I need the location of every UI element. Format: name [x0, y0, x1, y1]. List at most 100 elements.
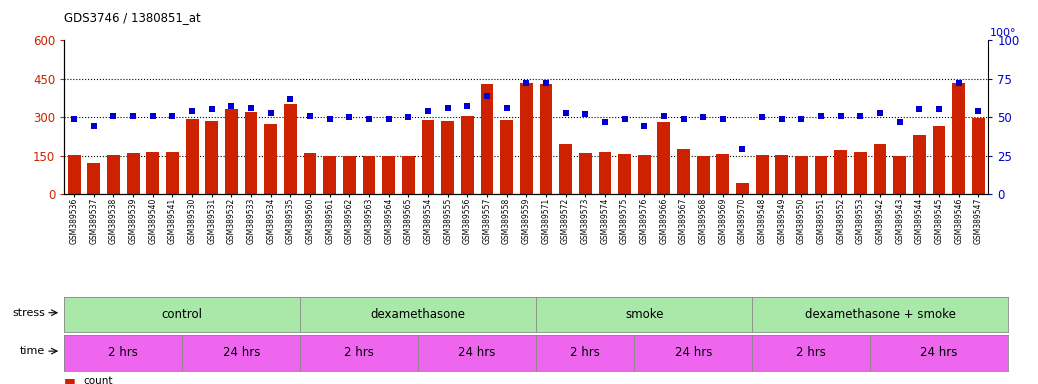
Bar	[87, 163, 101, 194]
Bar	[559, 144, 572, 194]
Bar	[441, 121, 454, 194]
Point	[85, 123, 102, 129]
Bar	[304, 154, 317, 194]
Bar	[520, 83, 532, 194]
Text: time: time	[20, 346, 45, 356]
Point	[754, 114, 770, 120]
Bar	[933, 126, 946, 194]
Text: stress: stress	[12, 308, 45, 318]
Bar	[107, 155, 119, 194]
Point	[931, 106, 948, 113]
Bar	[972, 118, 985, 194]
Text: 24 hrs: 24 hrs	[222, 346, 260, 359]
Bar	[421, 120, 434, 194]
Bar	[815, 156, 827, 194]
Bar	[323, 156, 336, 194]
Point	[832, 113, 849, 119]
Text: smoke: smoke	[625, 308, 663, 321]
Point	[144, 113, 161, 119]
Bar	[540, 84, 552, 194]
Point	[419, 108, 436, 114]
Point	[694, 114, 711, 120]
Bar	[756, 155, 768, 194]
Point	[125, 113, 141, 119]
Bar	[599, 152, 611, 194]
Point	[872, 109, 889, 116]
Text: GDS3746 / 1380851_at: GDS3746 / 1380851_at	[64, 12, 201, 25]
Bar	[265, 124, 277, 194]
Bar	[382, 156, 395, 194]
Bar	[913, 135, 926, 194]
Point	[164, 113, 181, 119]
Text: control: control	[162, 308, 202, 321]
Point	[243, 105, 260, 111]
Point	[361, 116, 378, 122]
Point	[577, 111, 594, 117]
Point	[675, 116, 691, 122]
Point	[617, 116, 633, 122]
Bar	[736, 183, 748, 194]
Bar	[206, 121, 218, 194]
Point	[322, 116, 338, 122]
Point	[203, 106, 220, 113]
Point	[656, 113, 673, 119]
Text: 2 hrs: 2 hrs	[108, 346, 138, 359]
Point	[498, 105, 515, 111]
Point	[813, 113, 829, 119]
Bar	[146, 152, 159, 194]
Bar	[284, 104, 297, 194]
Bar	[696, 156, 710, 194]
Text: dexamethasone: dexamethasone	[371, 308, 466, 321]
Point	[911, 106, 928, 113]
Bar	[67, 155, 81, 194]
Point	[793, 116, 810, 122]
Text: count: count	[83, 376, 112, 384]
Bar	[657, 122, 671, 194]
Point	[597, 119, 613, 125]
Point	[557, 109, 574, 116]
Bar	[795, 156, 808, 194]
Bar	[952, 83, 965, 194]
Point	[263, 109, 279, 116]
Point	[302, 113, 319, 119]
Bar	[343, 156, 356, 194]
Point	[105, 113, 121, 119]
Bar	[500, 120, 513, 194]
Point	[223, 103, 240, 109]
Point	[479, 93, 495, 99]
Bar	[245, 112, 257, 194]
Bar	[127, 153, 139, 194]
Bar	[854, 152, 867, 194]
Bar	[677, 149, 690, 194]
Bar	[874, 144, 886, 194]
Point	[734, 146, 750, 152]
Point	[951, 80, 967, 86]
Bar	[362, 156, 376, 194]
Text: 24 hrs: 24 hrs	[921, 346, 958, 359]
Point	[342, 114, 358, 120]
Text: 2 hrs: 2 hrs	[796, 346, 826, 359]
Text: 2 hrs: 2 hrs	[345, 346, 374, 359]
Text: dexamethasone + smoke: dexamethasone + smoke	[804, 308, 956, 321]
Point	[518, 80, 535, 86]
Point	[184, 108, 200, 114]
Point	[400, 114, 416, 120]
Bar	[166, 152, 179, 194]
Point	[459, 103, 475, 109]
Point	[971, 108, 987, 114]
Text: 24 hrs: 24 hrs	[459, 346, 496, 359]
Point	[773, 116, 790, 122]
Bar	[402, 156, 415, 194]
Bar	[775, 155, 788, 194]
Text: 2 hrs: 2 hrs	[570, 346, 600, 359]
Point	[538, 80, 554, 86]
Point	[282, 96, 299, 102]
Point	[714, 116, 731, 122]
Point	[852, 113, 869, 119]
Point	[380, 116, 397, 122]
Bar	[186, 119, 198, 194]
Bar	[619, 154, 631, 194]
Point	[636, 123, 653, 129]
Bar	[716, 154, 730, 194]
Bar	[894, 156, 906, 194]
